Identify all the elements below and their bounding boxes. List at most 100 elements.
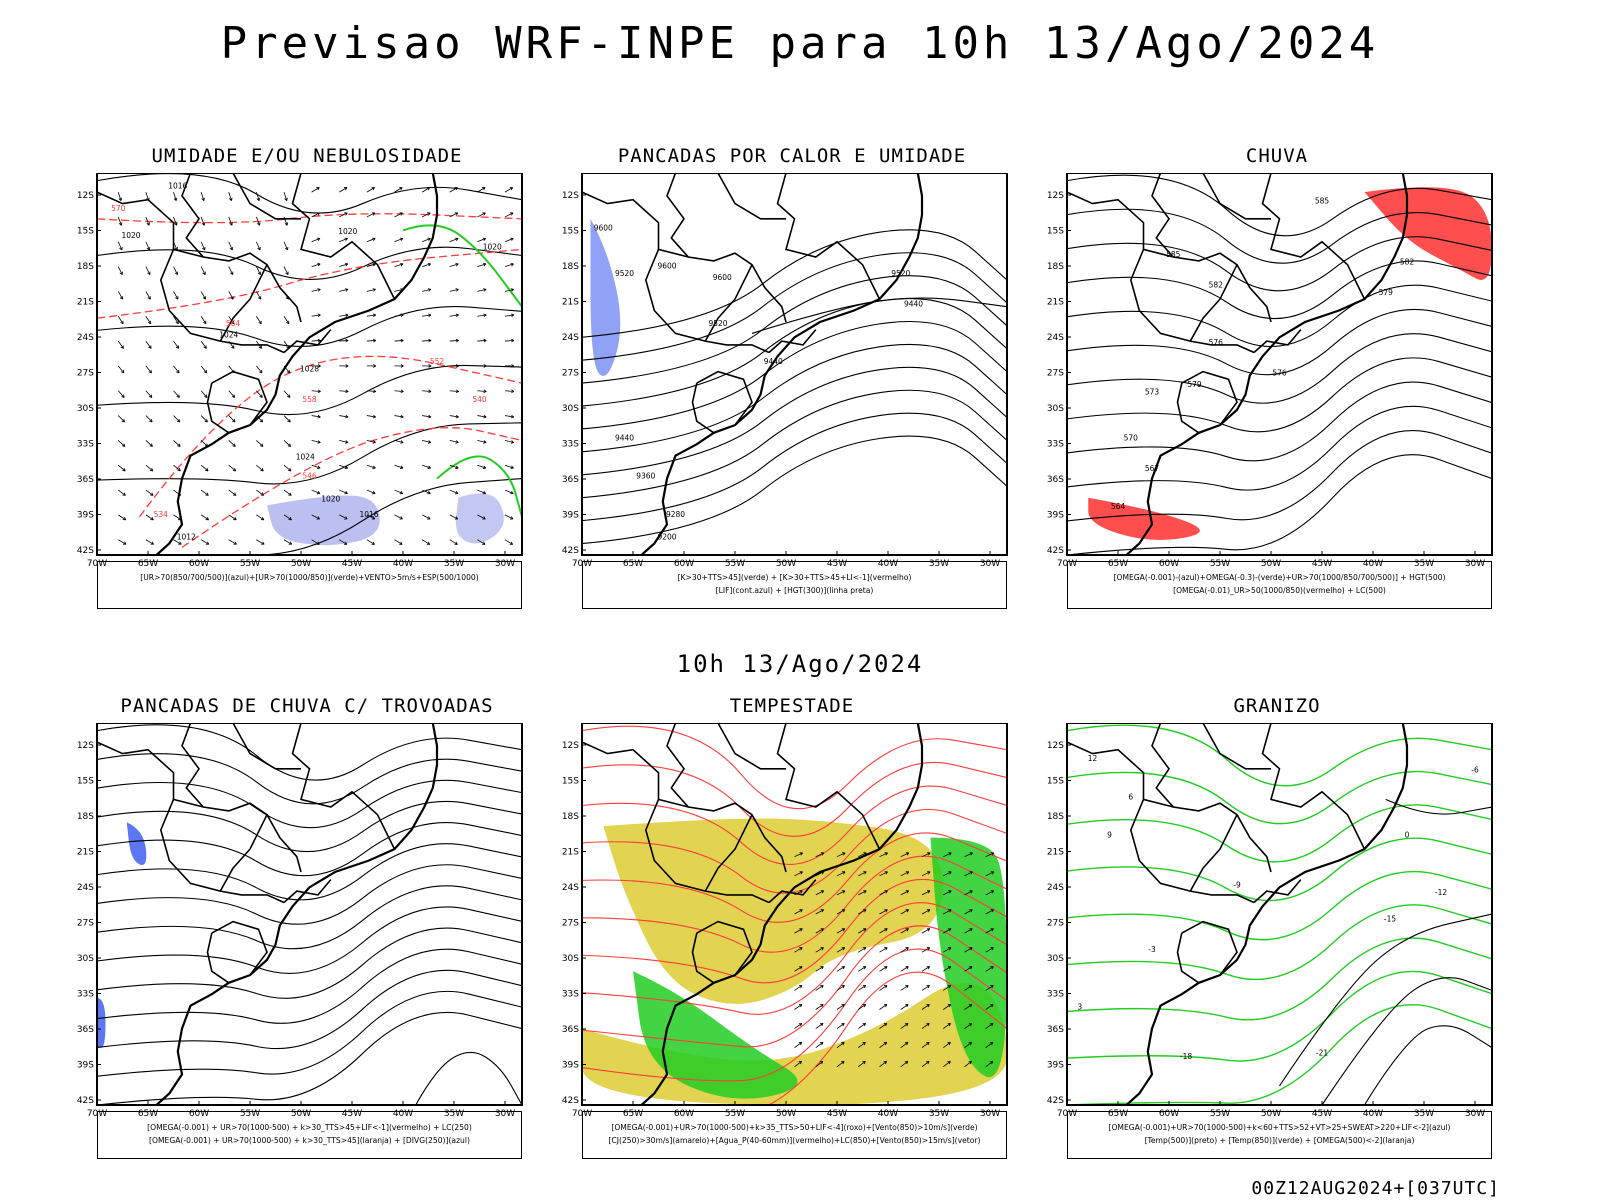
wind-vector-head — [371, 516, 376, 520]
wind-vector — [879, 852, 888, 858]
wind-vector-head — [202, 271, 206, 275]
wind-vector-head — [990, 947, 994, 951]
wind-vector-head — [483, 364, 487, 368]
wind-vector-head — [969, 890, 973, 894]
wind-vector — [311, 489, 321, 494]
lc250-streamline — [97, 753, 522, 805]
wind-vector-head — [799, 871, 803, 875]
wind-vector-head — [862, 1022, 866, 1027]
temp500-contour — [1385, 798, 1492, 815]
wind-vector — [943, 909, 952, 915]
forecast-time-title: 10h 13/Ago/2024 — [676, 650, 924, 678]
wind-vector-head — [400, 440, 404, 444]
wind-vector-head — [259, 369, 263, 374]
wind-vector-head — [428, 313, 432, 318]
wind-vector-head — [202, 296, 206, 300]
wind-vector — [836, 1004, 845, 1010]
country-border — [582, 191, 689, 258]
lon-label: 60W — [1159, 1109, 1179, 1119]
wind-vector — [858, 909, 867, 915]
wind-vector-head — [510, 212, 514, 216]
wind-vector-head — [233, 516, 237, 521]
wind-vector-head — [119, 296, 124, 300]
wind-vector — [964, 928, 973, 934]
map-pancadas-calor: 9600 9520 9600 9520 9440 9440 9360 9280 9200 9440… — [562, 173, 1008, 569]
wind-vector-head — [345, 414, 349, 419]
wind-vector — [477, 489, 486, 494]
wind-vector — [794, 966, 803, 972]
wind-vector-head — [316, 187, 320, 191]
wind-vector-head — [884, 890, 888, 894]
wind-vector — [283, 415, 291, 423]
humidity-green-line — [436, 455, 522, 518]
wind-vector-head — [799, 966, 803, 970]
wind-vector — [477, 238, 486, 243]
lat-label: 15S — [77, 777, 94, 787]
wind-vector — [900, 928, 909, 934]
hgt300-contour — [582, 366, 1007, 476]
wind-vector-head — [455, 414, 459, 419]
country-border — [776, 173, 881, 300]
wind-vector — [421, 539, 430, 545]
wind-vector-head — [862, 985, 867, 989]
wind-vector-head — [345, 364, 349, 368]
wind-vector — [477, 390, 487, 392]
wind-vector-head — [947, 1004, 952, 1008]
wind-vector — [879, 871, 888, 877]
panel-legend: [OMEGA(-0.001)+UR>70(1000-500)+k>35_TTS>… — [582, 1111, 1007, 1159]
wind-vector-head — [120, 369, 125, 374]
wind-vector — [815, 1042, 824, 1049]
wind-vector-head — [509, 187, 514, 191]
lc850-streamline — [582, 832, 1007, 923]
wind-vector-head — [799, 909, 803, 913]
lat-label: 15S — [562, 777, 579, 787]
wind-vector-head — [345, 288, 349, 292]
coastline — [640, 173, 924, 555]
wind-vector — [283, 241, 288, 251]
lon-label: 65W — [138, 1109, 158, 1119]
lc850-streamline — [582, 925, 1007, 1048]
wind-vector-head — [798, 1060, 802, 1065]
contour-label: 570 — [111, 204, 126, 213]
wind-vector — [173, 539, 182, 545]
main-title: Previsao WRF-INPE para 10h 13/Ago/2024 — [220, 18, 1380, 69]
wind-vector — [449, 489, 459, 494]
lat-label: 24S — [1047, 333, 1064, 343]
wind-vector-head — [231, 394, 236, 398]
wind-vector — [421, 238, 431, 243]
coastline — [1125, 173, 1409, 555]
lat-label: 18S — [1047, 262, 1064, 272]
wind-vector-head — [229, 222, 233, 226]
wind-vector-head — [905, 890, 910, 894]
wind-vector — [900, 890, 909, 896]
wind-vector — [200, 241, 206, 251]
wind-vector-head — [990, 909, 994, 913]
wind-vector — [794, 871, 803, 877]
wind-vector-head — [317, 389, 321, 394]
country-border — [291, 173, 396, 300]
lat-label: 27S — [562, 919, 579, 929]
wind-vector — [985, 1042, 994, 1049]
wind-vector — [477, 314, 487, 317]
wind-vector-head — [427, 288, 432, 292]
wind-vector — [504, 390, 515, 392]
wind-vector-head — [344, 262, 349, 267]
contour-label: 9600 — [713, 273, 732, 282]
contour-label: -3 — [1148, 945, 1156, 954]
wind-vector-head — [820, 909, 824, 913]
wind-vector — [964, 966, 973, 972]
lon-label: 35W — [929, 1109, 949, 1119]
wind-vector-head — [454, 187, 458, 191]
lat-label: 18S — [562, 812, 579, 822]
wind-vector-head — [317, 414, 321, 419]
lc850-streamline — [582, 855, 1007, 953]
wind-vector — [228, 390, 236, 398]
lon-label: 50W — [1261, 559, 1281, 569]
wind-vector-head — [820, 852, 825, 856]
wind-vector-head — [317, 262, 321, 267]
wind-vector-head — [841, 985, 845, 989]
wind-vector — [794, 1004, 803, 1010]
wind-vector — [228, 241, 233, 251]
wind-vector — [422, 390, 432, 392]
wind-vector — [985, 1023, 994, 1029]
